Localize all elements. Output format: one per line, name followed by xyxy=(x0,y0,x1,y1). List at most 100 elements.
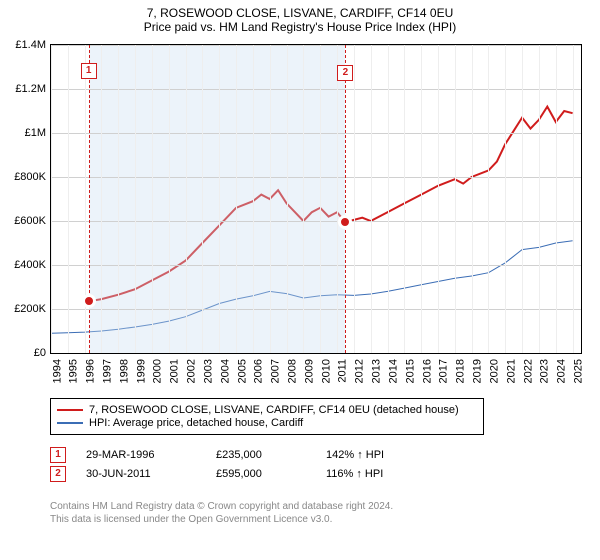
y-tick-label: £1.4M xyxy=(1,39,46,51)
x-gridline xyxy=(219,45,220,353)
x-gridline xyxy=(186,45,187,353)
x-tick-label: 1996 xyxy=(85,359,97,383)
x-gridline xyxy=(472,45,473,353)
y-gridline xyxy=(51,221,581,222)
y-gridline xyxy=(51,89,581,90)
chart-titles: 7, ROSEWOOD CLOSE, LISVANE, CARDIFF, CF1… xyxy=(0,0,600,34)
y-gridline xyxy=(51,133,581,134)
legend-swatch-property xyxy=(57,409,83,411)
x-tick-label: 1999 xyxy=(135,359,147,383)
x-tick-label: 2003 xyxy=(202,359,214,383)
x-tick-label: 1995 xyxy=(68,359,80,383)
x-tick-label: 2017 xyxy=(438,359,450,383)
x-tick-label: 1998 xyxy=(118,359,130,383)
transaction-marker-box: 1 xyxy=(81,63,97,79)
x-gridline xyxy=(438,45,439,353)
y-tick-label: £800K xyxy=(1,171,46,183)
y-gridline xyxy=(51,309,581,310)
x-tick-label: 2010 xyxy=(320,359,332,383)
x-gridline xyxy=(455,45,456,353)
x-tick-label: 2021 xyxy=(505,359,517,383)
x-tick-label: 2015 xyxy=(404,359,416,383)
y-tick-label: £1.2M xyxy=(1,83,46,95)
x-tick-label: 2006 xyxy=(253,359,265,383)
x-tick-label: 2004 xyxy=(219,359,231,383)
y-tick-label: £400K xyxy=(1,259,46,271)
x-gridline xyxy=(101,45,102,353)
footer-note: Contains HM Land Registry data © Crown c… xyxy=(50,500,393,526)
x-gridline xyxy=(371,45,372,353)
x-gridline xyxy=(118,45,119,353)
x-tick-label: 2008 xyxy=(287,359,299,383)
x-gridline xyxy=(354,45,355,353)
legend-swatch-hpi xyxy=(57,422,83,424)
x-tick-label: 2002 xyxy=(186,359,198,383)
x-gridline xyxy=(320,45,321,353)
x-gridline xyxy=(135,45,136,353)
x-gridline xyxy=(51,45,52,353)
x-tick-label: 2007 xyxy=(270,359,282,383)
footer-line-1: Contains HM Land Registry data © Crown c… xyxy=(50,500,393,513)
x-tick-label: 2022 xyxy=(522,359,534,383)
x-tick-label: 2024 xyxy=(556,359,568,383)
transaction-price: £595,000 xyxy=(216,468,306,480)
x-gridline xyxy=(202,45,203,353)
ownership-band xyxy=(89,45,346,353)
transaction-vs-hpi: 116% ↑ HPI xyxy=(326,468,383,480)
x-tick-label: 2023 xyxy=(539,359,551,383)
x-gridline xyxy=(68,45,69,353)
x-tick-label: 2014 xyxy=(388,359,400,383)
transaction-row: 230-JUN-2011£595,000116% ↑ HPI xyxy=(50,466,384,482)
y-tick-label: £200K xyxy=(1,303,46,315)
x-tick-label: 2009 xyxy=(303,359,315,383)
legend-label-property: 7, ROSEWOOD CLOSE, LISVANE, CARDIFF, CF1… xyxy=(89,404,459,416)
y-tick-label: £0 xyxy=(1,347,46,359)
plot-area: £0£200K£400K£600K£800K£1M£1.2M£1.4M19941… xyxy=(50,44,582,354)
x-tick-label: 1994 xyxy=(51,359,63,383)
x-gridline xyxy=(169,45,170,353)
y-gridline xyxy=(51,177,581,178)
x-tick-label: 2025 xyxy=(573,359,585,383)
transactions-table: 129-MAR-1996£235,000142% ↑ HPI230-JUN-20… xyxy=(50,444,384,485)
y-tick-label: £600K xyxy=(1,215,46,227)
transaction-row-marker: 2 xyxy=(50,466,66,482)
footer-line-2: This data is licensed under the Open Gov… xyxy=(50,513,393,526)
x-gridline xyxy=(556,45,557,353)
x-gridline xyxy=(573,45,574,353)
x-gridline xyxy=(539,45,540,353)
chart-container: 7, ROSEWOOD CLOSE, LISVANE, CARDIFF, CF1… xyxy=(0,0,600,560)
title-line-1: 7, ROSEWOOD CLOSE, LISVANE, CARDIFF, CF1… xyxy=(0,6,600,20)
y-gridline xyxy=(51,265,581,266)
transaction-price: £235,000 xyxy=(216,449,306,461)
y-tick-label: £1M xyxy=(1,127,46,139)
legend-label-hpi: HPI: Average price, detached house, Card… xyxy=(89,417,303,429)
x-gridline xyxy=(270,45,271,353)
x-tick-label: 2012 xyxy=(354,359,366,383)
x-gridline xyxy=(236,45,237,353)
legend-row-property: 7, ROSEWOOD CLOSE, LISVANE, CARDIFF, CF1… xyxy=(57,404,477,416)
legend-row-hpi: HPI: Average price, detached house, Card… xyxy=(57,417,477,429)
title-line-2: Price paid vs. HM Land Registry's House … xyxy=(0,20,600,34)
transaction-vline xyxy=(345,45,346,353)
transaction-row-marker: 1 xyxy=(50,447,66,463)
x-tick-label: 2000 xyxy=(152,359,164,383)
transaction-date: 29-MAR-1996 xyxy=(86,449,196,461)
transaction-row: 129-MAR-1996£235,000142% ↑ HPI xyxy=(50,447,384,463)
x-gridline xyxy=(505,45,506,353)
x-tick-label: 2018 xyxy=(455,359,467,383)
y-gridline xyxy=(51,45,581,46)
x-gridline xyxy=(421,45,422,353)
x-tick-label: 2016 xyxy=(421,359,433,383)
transaction-marker-box: 2 xyxy=(337,65,353,81)
x-tick-label: 2013 xyxy=(371,359,383,383)
x-gridline xyxy=(253,45,254,353)
x-gridline xyxy=(488,45,489,353)
x-tick-label: 2001 xyxy=(169,359,181,383)
transaction-dot xyxy=(82,294,96,308)
x-gridline xyxy=(388,45,389,353)
x-gridline xyxy=(303,45,304,353)
x-gridline xyxy=(287,45,288,353)
x-gridline xyxy=(152,45,153,353)
x-tick-label: 2019 xyxy=(472,359,484,383)
x-tick-label: 2020 xyxy=(488,359,500,383)
